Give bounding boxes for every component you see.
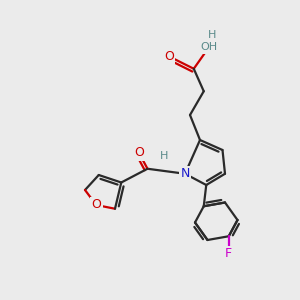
Text: H: H bbox=[160, 151, 168, 161]
Text: O: O bbox=[134, 146, 144, 159]
Text: F: F bbox=[225, 247, 232, 260]
Text: OH: OH bbox=[200, 43, 217, 52]
Text: N: N bbox=[180, 167, 190, 180]
Text: O: O bbox=[91, 199, 101, 212]
Text: O: O bbox=[164, 50, 174, 63]
Text: H: H bbox=[208, 30, 217, 40]
